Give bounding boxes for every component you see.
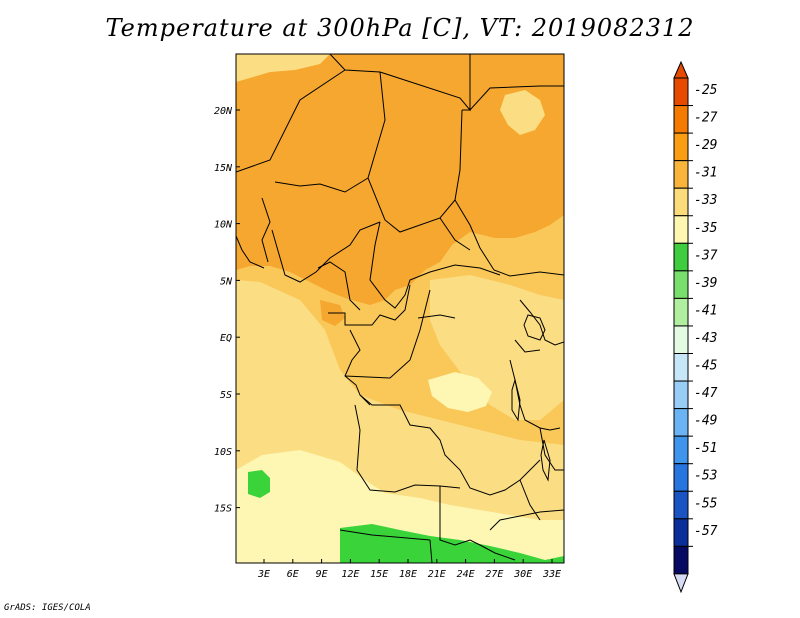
temperature-field xyxy=(236,54,564,563)
colorbar-bottom-arrow xyxy=(673,573,689,594)
lat-tick-label: 15S xyxy=(214,504,232,515)
band-minus-37-west xyxy=(248,470,270,498)
colorbar-swatch xyxy=(673,105,689,134)
lat-tick-label: 15N xyxy=(214,163,233,174)
border-line xyxy=(439,217,471,251)
colorbar-swatch xyxy=(673,77,689,107)
band-minus-33-north xyxy=(236,54,330,82)
lon-tick-label: 9E xyxy=(316,569,328,580)
colorbar: -25 -27 -29 -31 -33 -35 -37 -39 -41 -43 -45 -47 -49 -… xyxy=(673,60,718,594)
border-line xyxy=(344,289,431,379)
colorbar-swatch xyxy=(673,353,689,382)
border-line xyxy=(329,54,471,112)
country-borders xyxy=(236,54,564,563)
lon-tick-label: 12E xyxy=(341,569,359,580)
border-line xyxy=(328,284,411,326)
colorbar-swatch xyxy=(673,160,689,189)
colorbar-label: -45 xyxy=(694,359,718,374)
border-line xyxy=(489,509,564,531)
colorbar-label: -53 xyxy=(694,469,717,484)
lon-tick-label: 3E xyxy=(257,569,270,580)
border-line xyxy=(359,394,541,496)
lon-tick-label: 33E xyxy=(542,569,561,580)
colorbar-label: -35 xyxy=(694,221,718,236)
band-minus-29 xyxy=(236,54,564,305)
band-minus-35-south xyxy=(236,450,564,563)
colorbar-label: -29 xyxy=(694,138,717,153)
colorbar-label: -47 xyxy=(694,386,718,401)
band-minus-35-center xyxy=(428,372,492,412)
lat-tick-label: EQ xyxy=(220,333,232,344)
colorbar-swatch xyxy=(673,518,689,547)
lake-outline xyxy=(523,314,546,341)
longitude-axis: 3E 6E 9E 12E 15E 18E 21E 24E 27E 30E 33E xyxy=(257,559,561,580)
lat-tick-label: 10N xyxy=(214,220,233,231)
border-line xyxy=(454,199,564,277)
border-line xyxy=(369,221,501,309)
colorbar-swatch xyxy=(673,490,689,520)
band-minus-33-east xyxy=(430,275,564,420)
colorbar-top-arrow xyxy=(673,60,689,79)
border-line xyxy=(519,479,541,521)
colorbar-label: -43 xyxy=(694,331,717,346)
border-line xyxy=(519,299,564,346)
lon-tick-label: 30E xyxy=(513,569,532,580)
border-line xyxy=(354,404,461,493)
colorbar-label: -49 xyxy=(694,414,717,429)
colorbar-swatch xyxy=(673,325,689,355)
colorbar-label: -33 xyxy=(694,193,717,208)
colorbar-swatch xyxy=(673,463,689,492)
colorbar-swatch xyxy=(673,297,689,327)
lon-tick-label: 24E xyxy=(457,569,475,580)
lat-tick-label: 10S xyxy=(214,447,232,458)
border-line xyxy=(429,539,433,563)
colorbar-label: -51 xyxy=(694,441,717,456)
colorbar-label: -27 xyxy=(694,111,718,126)
map-title: Temperature at 300hPa [C], VT: 201908231… xyxy=(105,14,695,42)
colorbar-label: -55 xyxy=(694,496,718,511)
lake-outline xyxy=(540,439,551,482)
lake-outline xyxy=(511,378,521,422)
colorbar-swatch xyxy=(673,242,689,272)
colorbar-label: -41 xyxy=(694,303,717,318)
lon-tick-label: 15E xyxy=(370,569,388,580)
colorbar-label: -37 xyxy=(694,248,718,263)
colorbar-swatch xyxy=(673,132,689,162)
border-line xyxy=(339,529,431,541)
lon-tick-label: 6E xyxy=(287,569,299,580)
colorbar-swatch xyxy=(673,380,689,410)
colorbar-swatch xyxy=(673,435,689,465)
lat-tick-label: 20N xyxy=(214,106,233,117)
colorbar-swatch xyxy=(673,215,689,244)
colorbar-swatch xyxy=(673,545,689,575)
latitude-axis: 20N 15N 10N 5N EQ 5S 10S 15S xyxy=(214,106,240,515)
lon-tick-label: 27E xyxy=(485,569,503,580)
border-line xyxy=(236,235,265,269)
border-line xyxy=(317,261,361,311)
border-line xyxy=(261,197,271,263)
border-line xyxy=(439,486,516,561)
grads-credit: GrADS: IGES/COLA xyxy=(4,603,91,613)
colorbar-swatch xyxy=(673,270,689,299)
lake-outline xyxy=(417,314,456,319)
lat-tick-label: 5S xyxy=(220,390,232,401)
colorbar-swatch xyxy=(673,408,689,437)
border-line xyxy=(236,69,346,173)
lon-tick-label: 21E xyxy=(428,569,446,580)
border-line xyxy=(514,339,541,353)
border-line xyxy=(367,71,463,233)
plot-frame xyxy=(235,53,565,564)
colorbar-label: -57 xyxy=(694,524,718,539)
band-minus-33-northeast xyxy=(500,90,545,135)
lon-tick-label: 18E xyxy=(399,569,417,580)
border-line xyxy=(274,177,369,193)
colorbar-label: -39 xyxy=(694,276,717,291)
colorbar-label: -25 xyxy=(694,83,718,98)
border-line xyxy=(462,85,564,111)
colorbar-label: -31 xyxy=(694,166,717,181)
lakes xyxy=(417,314,551,482)
lat-tick-label: 5N xyxy=(220,276,233,287)
colorbar-swatch xyxy=(673,187,689,217)
